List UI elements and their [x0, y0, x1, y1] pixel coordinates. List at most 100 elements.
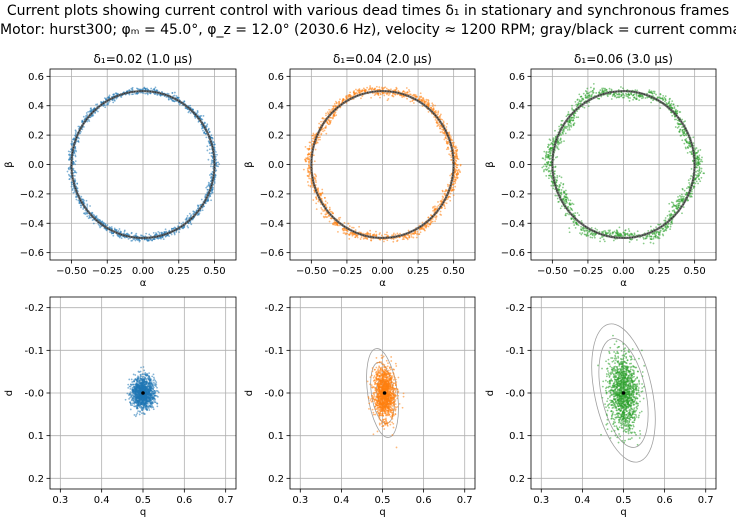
subplot-4: 0.3 0.4 0.5 0.6 0.7-0.2-0.1-0.00.10.2qd — [4, 296, 237, 518]
current-sample-point — [696, 169, 699, 172]
current-sample-point — [559, 192, 562, 195]
current-sample-point — [591, 236, 594, 239]
current-sample-point — [135, 232, 138, 235]
current-sample-point — [562, 182, 565, 185]
current-sample-point — [556, 175, 559, 177]
current-sample-point — [554, 156, 557, 159]
y-tick-label: 0.4 — [268, 101, 284, 112]
command-circle-points — [310, 90, 455, 239]
current-sample-point — [566, 125, 569, 128]
current-sample-point — [559, 207, 562, 210]
current-sample-point — [590, 90, 592, 93]
current-sample-point — [379, 93, 382, 96]
current-sample-point — [120, 230, 122, 233]
current-sample-point — [630, 238, 633, 241]
current-sample-point — [338, 218, 341, 221]
current-sample-point — [620, 86, 622, 88]
current-sample-point — [339, 106, 342, 109]
current-sample-point — [698, 166, 701, 168]
y-tick-label: -0.0 — [24, 389, 44, 400]
current-sample-point — [418, 233, 420, 236]
current-sample-point — [148, 233, 151, 236]
current-sample-point — [697, 149, 700, 152]
current-sample-point — [168, 235, 170, 238]
current-sample-point — [608, 234, 611, 236]
current-sample-point — [684, 146, 687, 149]
current-sample-point — [342, 98, 345, 100]
current-sample-point — [113, 99, 116, 102]
current-sample-point — [315, 196, 317, 199]
current-sample-point — [567, 113, 570, 116]
current-sample-point — [452, 194, 455, 197]
current-sample-point — [328, 123, 330, 126]
current-sample-point — [457, 169, 459, 172]
current-sample-point — [444, 207, 446, 210]
current-sample-point — [70, 181, 73, 184]
current-sample-point — [604, 89, 607, 92]
current-sample-point — [138, 239, 141, 242]
y-tick-label: 0.4 — [28, 101, 44, 112]
current-sample-point — [424, 229, 426, 232]
current-sample-point — [642, 96, 645, 99]
current-sample-point — [434, 119, 437, 121]
current-sample-point — [618, 96, 620, 99]
current-sample-point — [421, 228, 423, 230]
x-tick-label: −0.50 — [296, 266, 327, 277]
current-sample-point — [600, 91, 603, 94]
current-sample-point — [351, 226, 353, 229]
current-sample-point — [317, 138, 320, 141]
current-sample-point — [95, 103, 97, 106]
current-sample-point — [183, 226, 186, 229]
current-sample-point — [402, 95, 405, 97]
current-sample-point — [68, 175, 71, 177]
current-sample-point — [439, 124, 442, 127]
current-sample-point — [662, 230, 665, 233]
current-sample-point — [325, 213, 328, 216]
current-sample-point — [549, 149, 552, 151]
current-sample-point — [137, 88, 140, 91]
x-tick-label: 0.25 — [407, 266, 429, 277]
y-tick-label: −0.6 — [501, 248, 525, 259]
current-sample-point — [560, 205, 563, 208]
current-sample-point — [325, 114, 327, 117]
current-sample-point — [679, 194, 681, 197]
current-sample-point — [326, 121, 329, 124]
current-sample-point — [328, 220, 331, 223]
current-sample-point — [689, 177, 692, 180]
current-sample-point — [670, 213, 673, 216]
current-sample-point — [439, 127, 441, 130]
current-sample-point — [107, 101, 110, 104]
current-sample-point — [313, 173, 316, 176]
current-sample-point — [554, 178, 557, 181]
current-sample-point — [353, 93, 356, 96]
current-sample-point — [558, 184, 561, 186]
current-sample-point — [628, 230, 631, 232]
current-sample-point — [92, 213, 95, 216]
current-sample-point — [566, 128, 569, 131]
current-sample-point — [445, 137, 448, 140]
current-sample-point — [418, 97, 421, 99]
current-sample-point — [449, 196, 452, 198]
current-sample-point — [588, 101, 591, 103]
current-sample-point — [192, 210, 195, 213]
current-sample-point — [681, 129, 684, 131]
y-tick-label: 0.6 — [509, 72, 525, 83]
current-sample-point — [396, 93, 399, 96]
current-sample-point — [692, 160, 694, 162]
current-sample-point — [564, 198, 567, 201]
current-sample-point — [695, 174, 698, 177]
current-sample-point — [590, 232, 592, 235]
current-sample-point — [676, 119, 679, 122]
current-sample-point — [686, 146, 689, 149]
current-sample-point — [636, 230, 639, 233]
current-sample-point — [319, 138, 321, 141]
current-sample-point — [406, 97, 408, 100]
x-tick-label: 0.00 — [371, 266, 393, 277]
y-tick-label: −0.2 — [501, 189, 525, 200]
current-sample-point — [664, 228, 667, 231]
current-sample-point — [204, 195, 207, 198]
current-sample-point — [209, 194, 211, 197]
current-sample-point — [321, 191, 324, 194]
current-sample-point — [322, 210, 325, 212]
current-sample-point — [558, 191, 561, 194]
